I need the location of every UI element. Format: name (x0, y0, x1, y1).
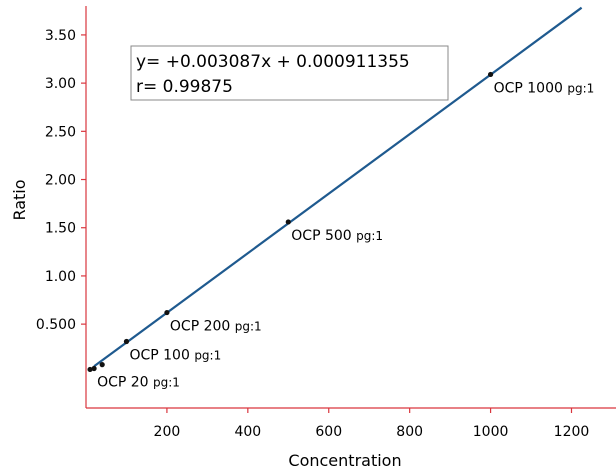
y-tick-label: 2.50 (45, 124, 76, 140)
point-label-unit: pg:1 (356, 229, 383, 243)
y-tick-label: 3.00 (45, 76, 76, 92)
y-tick-label: 2.00 (45, 173, 76, 189)
point-label: OCP 1000 pg:1 (494, 80, 595, 96)
fit-correlation: r= 0.99875 (136, 77, 233, 97)
x-tick-label: 800 (396, 424, 423, 440)
point-label: OCP 500 pg:1 (291, 228, 383, 244)
x-tick-label: 600 (315, 424, 342, 440)
point-label: OCP 100 pg:1 (129, 347, 221, 363)
axes-group: 0.500 1.00 1.50 2.00 2.50 3.00 3.50 200 400 600 80… (36, 6, 616, 440)
point-label: OCP 20 pg:1 (97, 374, 180, 390)
data-point (99, 362, 105, 368)
data-point (91, 365, 97, 372)
fit-equation: y= +0.003087x + 0.000911355 (136, 52, 410, 72)
point-label-unit: pg:1 (567, 81, 594, 95)
x-tick-label: 200 (154, 424, 181, 440)
point-label-unit: pg:1 (153, 375, 180, 389)
x-axis-title: Concentration (288, 451, 401, 470)
data-point (123, 338, 130, 345)
x-tick-label: 1200 (554, 424, 590, 440)
x-tick-label: 1000 (473, 424, 509, 440)
fit-line-group (93, 6, 583, 368)
point-label-name: OCP 1000 (494, 80, 568, 96)
data-point (487, 71, 494, 78)
equation-box: y= +0.003087x + 0.000911355 r= 0.99875 (130, 45, 449, 101)
point-label-unit: pg:1 (235, 320, 262, 334)
data-point (285, 219, 291, 225)
data-point (87, 366, 93, 373)
point-label-name: OCP 500 (291, 228, 356, 244)
y-axis-title: Ratio (10, 179, 29, 220)
point-label-name: OCP 100 (129, 347, 194, 363)
y-tick-label: 3.50 (45, 28, 76, 44)
data-points-group (87, 71, 494, 373)
y-tick-label: 1.00 (45, 269, 76, 285)
y-tick-label: 0.500 (36, 317, 76, 333)
data-point (164, 309, 170, 316)
equation-box-frame (130, 45, 449, 101)
y-tick-label: 1.50 (45, 221, 76, 237)
point-label: OCP 200 pg:1 (170, 319, 262, 335)
x-tick-label: 400 (234, 424, 261, 440)
point-label-name: OCP 20 (97, 374, 153, 390)
point-label-name: OCP 200 (170, 319, 235, 335)
regression-line (93, 6, 583, 368)
point-label-unit: pg:1 (194, 348, 221, 362)
